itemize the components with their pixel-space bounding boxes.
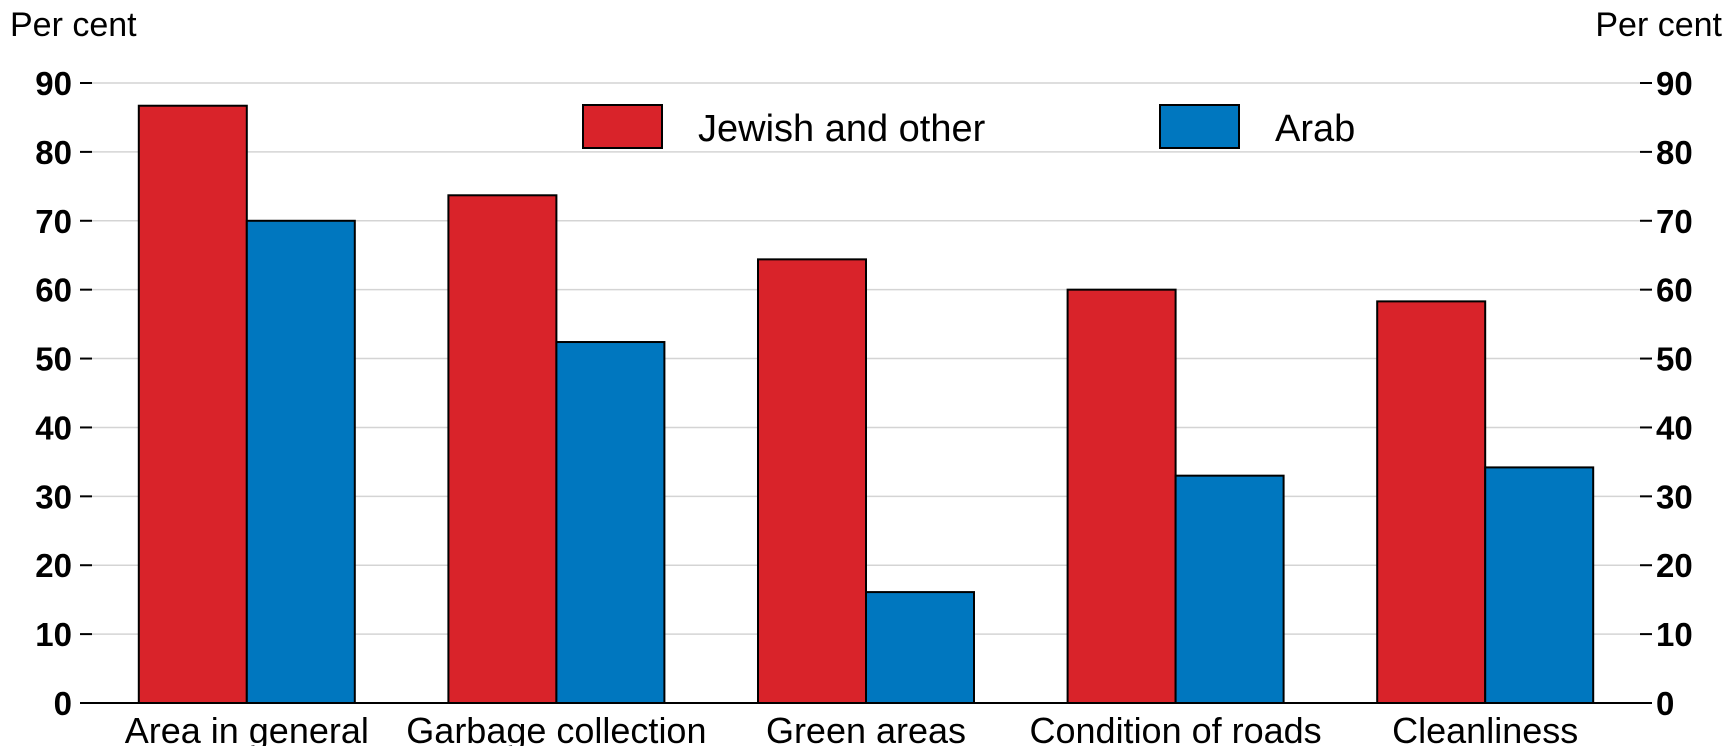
y-axis-unit-left: Per cent <box>10 6 137 44</box>
bar <box>865 591 975 704</box>
y-tick-label-left: 50 <box>35 341 72 378</box>
bar <box>245 219 356 704</box>
y-tick-label-right: 50 <box>1656 341 1693 378</box>
x-category-label: Green areas <box>766 710 966 746</box>
x-category-label: Condition of roads <box>1030 710 1322 746</box>
y-tick-label-right: 80 <box>1656 134 1693 171</box>
bar <box>1484 466 1595 704</box>
y-tick-label-left: 20 <box>35 547 72 584</box>
y-tick-label-left: 40 <box>35 409 72 446</box>
legend-swatch <box>1159 104 1240 149</box>
y-tick-label-right: 0 <box>1656 685 1674 722</box>
legend: Jewish and other Arab <box>582 104 1355 150</box>
bar <box>555 341 666 704</box>
y-tick-label-right: 40 <box>1656 409 1693 446</box>
y-tick-label-right: 10 <box>1656 616 1693 653</box>
x-category-label: Area in general <box>125 710 369 746</box>
bar <box>757 258 867 704</box>
legend-label: Jewish and other <box>698 108 986 150</box>
bar <box>1376 300 1487 704</box>
bars <box>137 104 1595 705</box>
bar <box>447 194 558 705</box>
y-tick-label-left: 60 <box>35 272 72 309</box>
axes: 0 0 10 10 20 20 30 30 40 40 50 50 60 60 70 70 80 80 90 90 Ar… <box>35 65 1692 746</box>
x-category-label: Cleanliness <box>1392 710 1578 746</box>
y-tick-label-right: 70 <box>1656 203 1693 240</box>
bar <box>1174 474 1285 704</box>
y-tick-label-left: 90 <box>35 65 72 102</box>
x-category-label: Garbage collection <box>406 710 706 746</box>
bar <box>1066 288 1177 704</box>
y-tick-label-left: 70 <box>35 203 72 240</box>
y-tick-label-right: 20 <box>1656 547 1693 584</box>
y-axis-unit-right: Per cent <box>1595 6 1722 44</box>
legend-label: Arab <box>1275 108 1355 150</box>
y-tick-label-left: 80 <box>35 134 72 171</box>
y-tick-label-left: 10 <box>35 616 72 653</box>
legend-swatch <box>582 104 663 149</box>
y-tick-label-right: 60 <box>1656 272 1693 309</box>
y-tick-label-left: 30 <box>35 478 72 515</box>
bar <box>137 104 248 704</box>
y-tick-label-right: 30 <box>1656 478 1693 515</box>
y-tick-label-left: 0 <box>54 685 72 722</box>
y-tick-label-right: 90 <box>1656 65 1693 102</box>
